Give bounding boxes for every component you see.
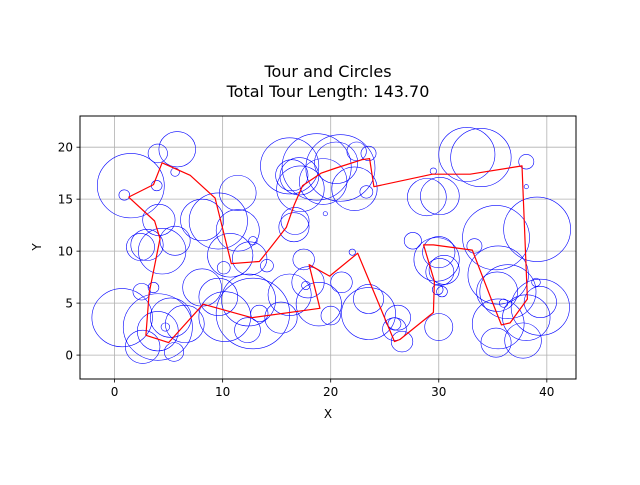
circle [420, 177, 460, 216]
circle [260, 259, 274, 273]
circle [314, 141, 359, 184]
circle [216, 261, 231, 275]
circle [234, 317, 261, 343]
x-tick-label: 30 [431, 385, 446, 399]
y-tick-label: 15 [58, 192, 73, 206]
chart-title: Tour and Circles [263, 62, 391, 81]
circle [96, 153, 165, 219]
circle [407, 178, 447, 217]
circle [301, 280, 311, 290]
circle [260, 137, 320, 195]
circle [188, 192, 248, 250]
circle [291, 266, 325, 299]
circle [278, 212, 310, 243]
circle [295, 282, 342, 327]
circle [322, 211, 328, 217]
circle [130, 229, 164, 261]
y-tick-label: 0 [65, 348, 73, 362]
circle [346, 141, 367, 161]
circle [292, 248, 315, 271]
circle [207, 233, 254, 278]
circle [147, 282, 160, 294]
ticks: 0 10 20 30 40 0 5 10 15 20 [58, 140, 555, 399]
x-axis-label: X [324, 407, 332, 421]
circle [450, 128, 512, 187]
circle [320, 305, 341, 326]
circle [424, 313, 454, 341]
circle [91, 288, 153, 348]
circle [331, 166, 378, 211]
circle [341, 287, 396, 340]
circle [276, 165, 325, 212]
x-tick-label: 10 [215, 385, 230, 399]
circle [504, 322, 542, 359]
x-tick-label: 20 [323, 385, 338, 399]
x-tick-label: 40 [539, 385, 554, 399]
y-tick-label: 5 [65, 296, 73, 310]
circle [198, 277, 239, 316]
circle [390, 330, 414, 353]
circle [359, 185, 374, 199]
circle [466, 238, 483, 254]
circle [165, 304, 205, 343]
circle [479, 264, 537, 320]
circle [422, 236, 456, 269]
circle [299, 158, 348, 205]
circles-layer [91, 127, 571, 364]
chart-subtitle: Total Tour Length: 143.70 [226, 82, 430, 101]
circle [510, 278, 570, 336]
circle [348, 248, 356, 256]
tour-path [128, 158, 529, 344]
circle [279, 157, 320, 196]
circle [180, 198, 225, 242]
tour-layer [128, 158, 529, 344]
circle [436, 286, 448, 298]
circle [215, 209, 260, 252]
circle [221, 273, 276, 327]
circle [147, 143, 168, 164]
circle [122, 293, 193, 361]
circle [480, 327, 512, 358]
circle [248, 236, 258, 246]
circle [198, 291, 252, 342]
circle [403, 232, 422, 250]
circle [353, 284, 384, 314]
circle [471, 298, 525, 350]
circle [476, 271, 518, 312]
circle [215, 277, 290, 350]
circle [275, 159, 309, 192]
circle [158, 131, 196, 168]
circle [425, 258, 455, 286]
circle [462, 205, 530, 271]
circle [330, 271, 353, 294]
x-tick-label: 0 [111, 385, 119, 399]
circle [280, 207, 310, 235]
plot-frame [79, 115, 577, 380]
circle [503, 196, 571, 262]
y-tick-label: 20 [58, 140, 73, 154]
circle [219, 174, 257, 211]
circle [387, 317, 402, 331]
circle [163, 342, 185, 362]
circle [413, 237, 460, 282]
circle [232, 241, 268, 276]
circle [305, 134, 376, 202]
circle [467, 245, 529, 305]
circle [531, 277, 541, 287]
circle [118, 189, 131, 201]
circle [518, 154, 535, 170]
y-tick-label: 10 [58, 244, 73, 258]
circle [523, 184, 529, 190]
circle [438, 127, 496, 182]
circle [428, 254, 460, 285]
circle [360, 145, 377, 161]
y-axis-label: Y [30, 243, 44, 252]
circle [523, 286, 557, 318]
circle [267, 273, 312, 316]
circle [250, 304, 269, 323]
circle [264, 301, 298, 334]
